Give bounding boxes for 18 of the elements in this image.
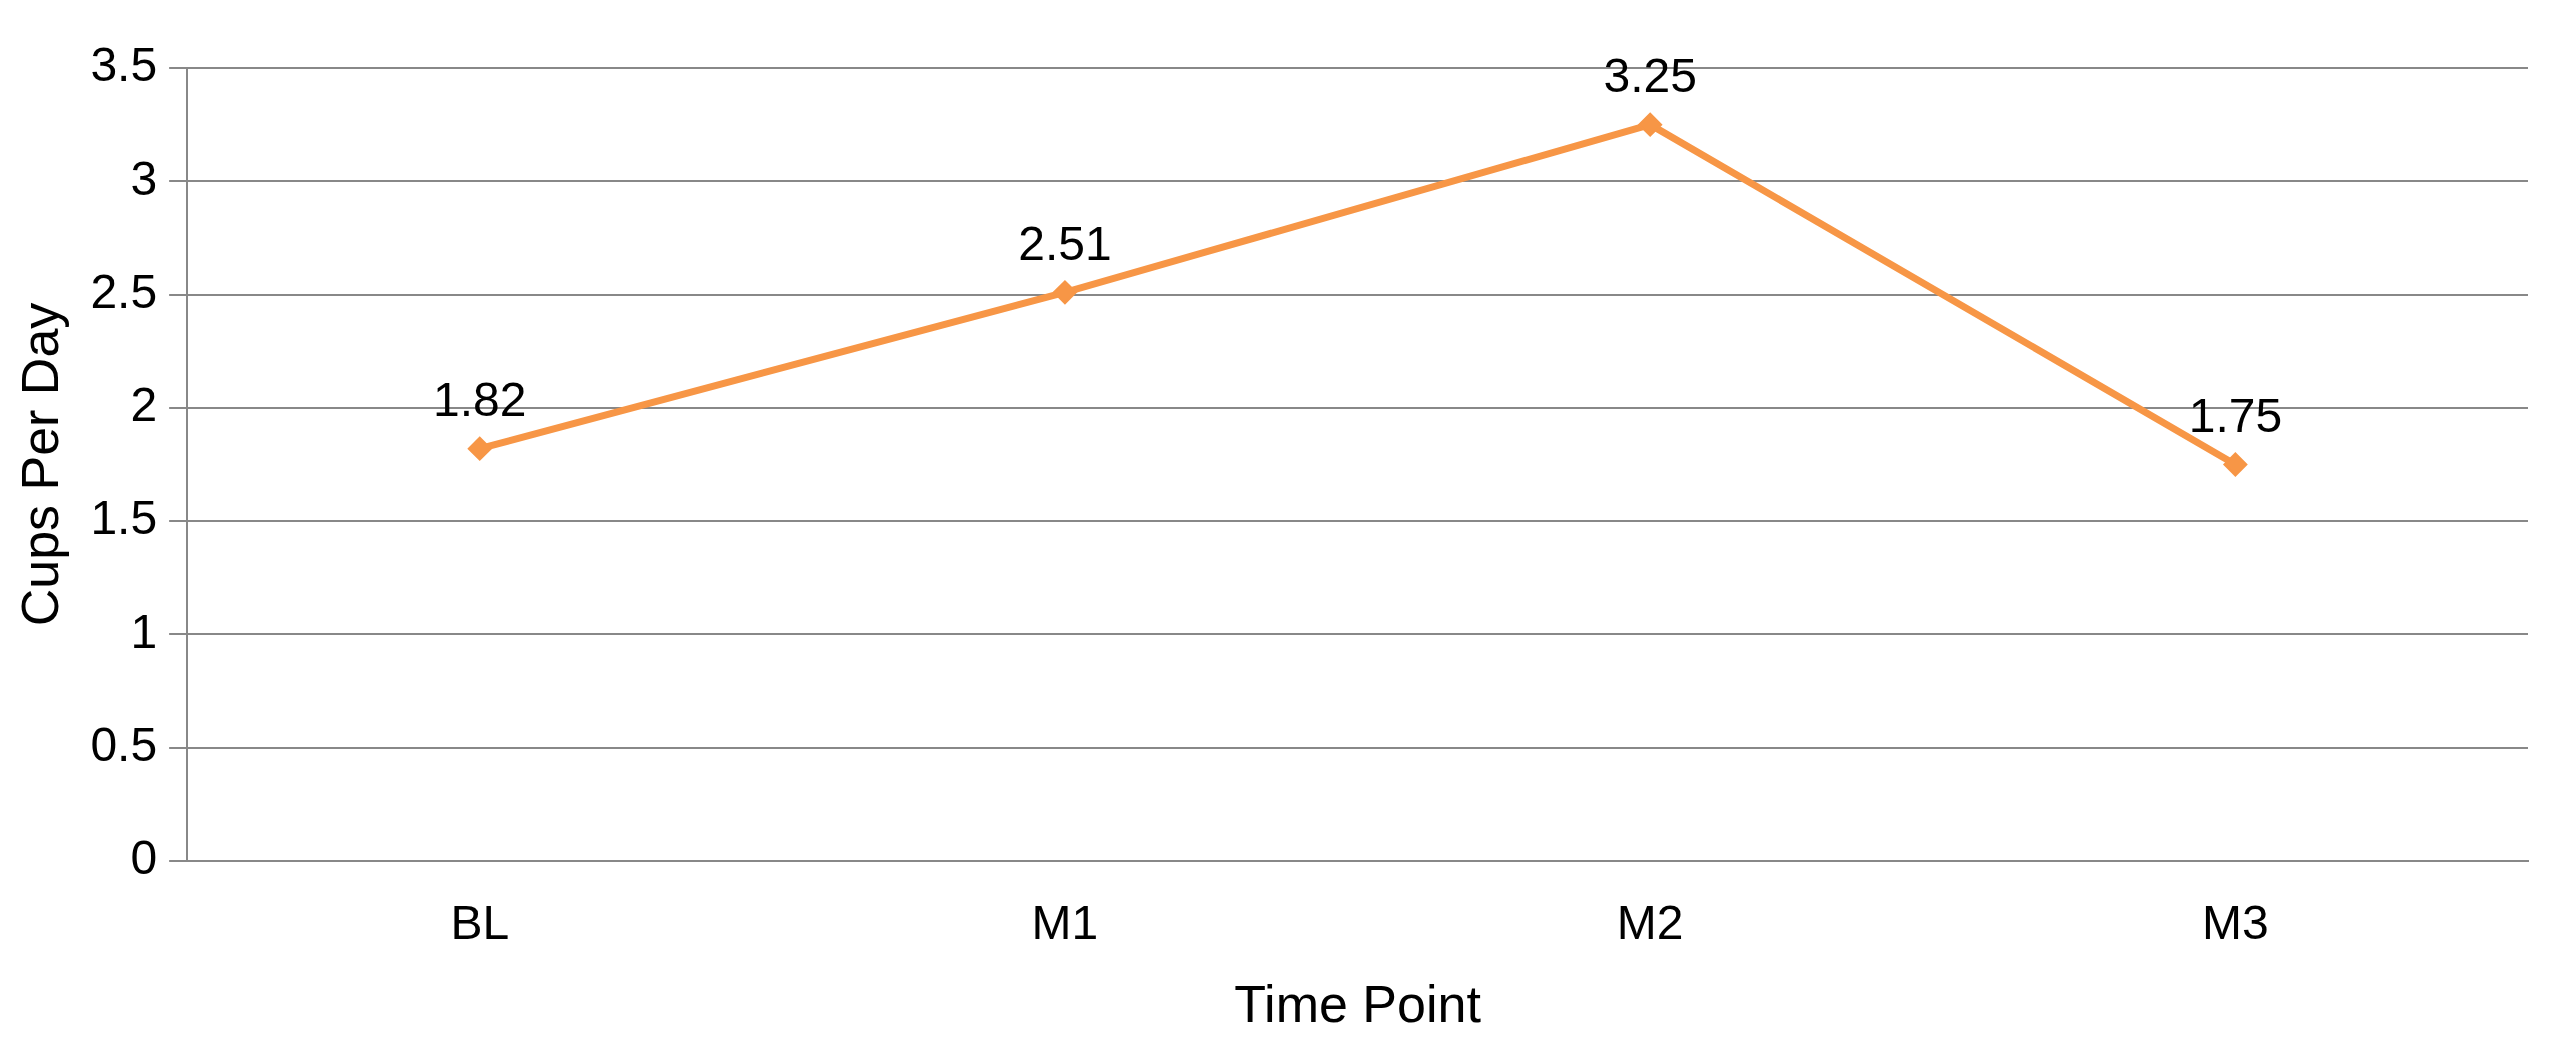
data-label: 2.51 [1018,216,1112,270]
y-tick-label: 3.5 [90,38,158,92]
y-tick-label: 0.5 [90,717,158,771]
data-label: 3.25 [1603,48,1697,102]
y-tick-label: 2.5 [90,264,158,318]
x-tick-label: BL [450,896,510,950]
x-tick-label: M3 [2202,896,2269,950]
y-tick-label: 1.5 [90,491,158,545]
x-tick-label: M1 [1031,896,1099,950]
y-tick-label: 3 [130,151,158,205]
data-label: 1.82 [433,372,527,426]
data-label: 1.75 [2188,388,2283,442]
y-tick-label: 1 [130,604,158,658]
y-tick-label: 2 [130,378,158,432]
y-axis-title: Cups Per Day [10,302,69,627]
x-axis-title: Time Point [1234,975,1482,1034]
y-tick-label: 0 [130,831,158,885]
x-tick-label: M2 [1616,896,1684,950]
